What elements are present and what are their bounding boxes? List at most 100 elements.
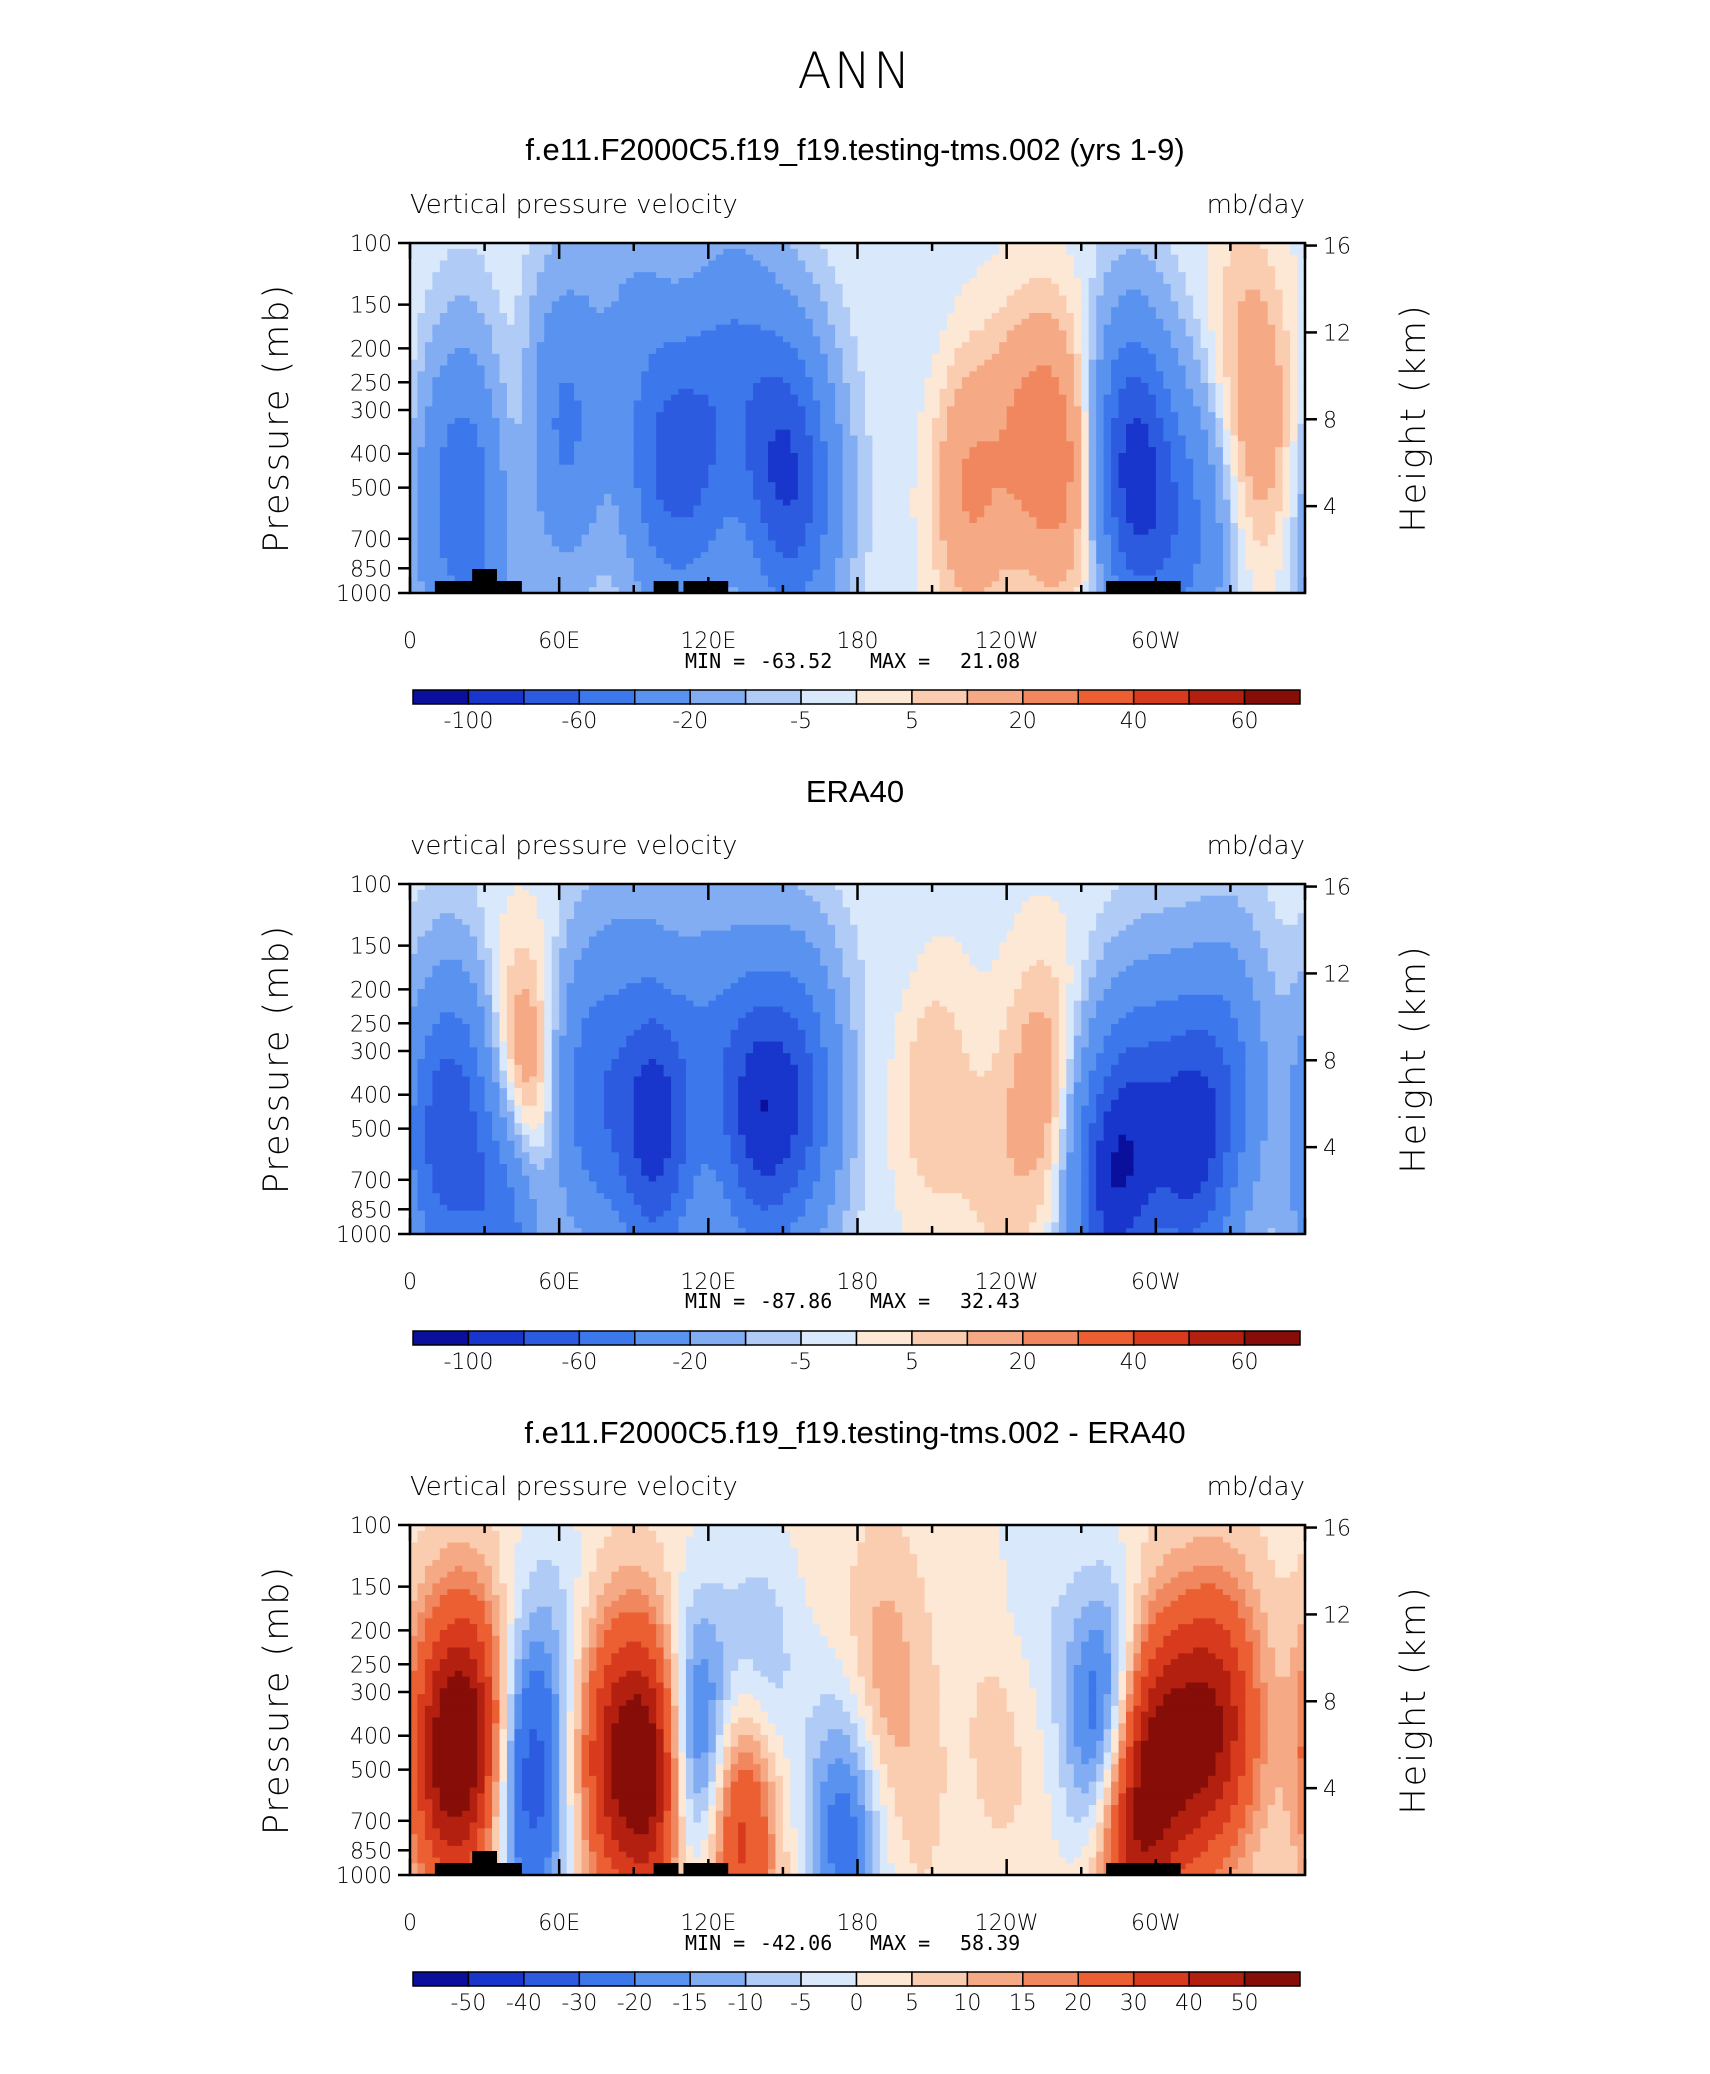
contour-band <box>991 1053 1015 1060</box>
contour-band <box>574 388 642 396</box>
contour-band <box>439 318 486 326</box>
contour-band <box>954 295 1008 302</box>
contour-band <box>894 1199 970 1206</box>
contour-band <box>1297 429 1305 437</box>
contour-band <box>506 383 523 390</box>
contour-band <box>1036 1210 1053 1218</box>
contour-band <box>536 1088 545 1095</box>
contour-band <box>581 400 635 407</box>
contour-band <box>864 1530 903 1538</box>
contour-band <box>1140 913 1254 920</box>
contour-band <box>1058 383 1075 390</box>
contour-band <box>1252 517 1276 524</box>
contour-band <box>1237 499 1246 507</box>
contour-band <box>1081 1076 1090 1083</box>
contour-band <box>1148 1536 1194 1544</box>
contour-band <box>760 1169 777 1177</box>
contour-band <box>417 1647 433 1654</box>
contour-band <box>559 1024 568 1031</box>
contour-band <box>1297 511 1305 518</box>
contour-band <box>1215 511 1232 518</box>
contour-band <box>499 1064 508 1072</box>
contour-band <box>551 243 791 250</box>
contour-band <box>536 1560 553 1567</box>
contour-band <box>1088 406 1097 413</box>
contour-band <box>1096 1111 1105 1118</box>
contour-band <box>559 1088 575 1095</box>
colorbar-box <box>855 689 913 705</box>
contour-band <box>932 1635 1023 1643</box>
contour-band <box>1252 983 1276 990</box>
contour-band <box>1215 441 1224 448</box>
contour-band <box>1230 470 1239 477</box>
contour-band <box>1043 1169 1053 1177</box>
contour-band <box>663 1635 672 1643</box>
contour-band <box>484 1094 501 1101</box>
contour-band <box>693 1525 784 1532</box>
contour-band <box>812 505 829 512</box>
contour-band <box>477 248 530 256</box>
contour-band <box>1088 1129 1105 1136</box>
contour-band <box>544 948 553 955</box>
contour-band <box>410 1041 426 1048</box>
colorbar-box <box>800 689 858 705</box>
contour-band <box>1260 1589 1305 1596</box>
contour-band <box>618 1565 642 1573</box>
contour-band <box>506 901 538 908</box>
contour-band <box>1282 371 1291 378</box>
contour-band <box>1088 1035 1105 1043</box>
contour-band <box>1058 1187 1067 1194</box>
contour-band <box>1006 488 1067 495</box>
contour-band <box>671 1647 680 1654</box>
contour-band <box>1260 936 1305 943</box>
contour-band <box>574 1140 612 1148</box>
contour-band <box>559 388 575 396</box>
contour-band <box>1096 534 1112 542</box>
contour-band <box>1275 523 1284 530</box>
contour-band <box>961 470 1075 477</box>
contour-band <box>1126 924 1254 932</box>
contour-band <box>693 1600 777 1608</box>
contour-band <box>410 546 419 553</box>
contour-band <box>1103 563 1112 571</box>
contour-band <box>1133 1140 1217 1148</box>
contour-band <box>1297 336 1305 343</box>
contour-band <box>596 575 612 582</box>
contour-band <box>1066 930 1090 938</box>
contour-band <box>477 301 501 308</box>
contour-band <box>544 1647 560 1654</box>
contour-band <box>909 1140 1008 1148</box>
contour-band <box>857 493 874 501</box>
contour-band <box>424 406 493 413</box>
contour-band <box>484 523 508 530</box>
contour-band <box>1215 1204 1232 1212</box>
contour-band <box>506 1618 516 1625</box>
contour-band <box>805 1035 821 1043</box>
contour-band <box>1103 511 1112 518</box>
contour-band <box>1088 552 1097 559</box>
contour-band <box>842 353 859 361</box>
contour-band <box>1081 1216 1090 1223</box>
contour-band <box>417 1175 433 1183</box>
contour-band <box>1096 453 1105 460</box>
contour-band <box>663 1606 672 1614</box>
contour-band <box>1006 1094 1053 1101</box>
contour-band <box>410 1641 419 1649</box>
contour-band <box>581 1571 590 1579</box>
contour-band <box>626 1187 680 1194</box>
contour-band <box>656 546 709 553</box>
contour-band <box>514 1187 530 1194</box>
contour-band <box>1073 336 1082 343</box>
contour-band <box>1222 283 1276 291</box>
contour-band <box>484 511 508 518</box>
contour-band <box>469 348 493 355</box>
contour-band <box>775 1169 799 1177</box>
contour-band <box>1245 1589 1261 1596</box>
contour-band <box>1230 388 1239 396</box>
contour-band <box>1073 1041 1090 1048</box>
contour-band <box>439 1630 478 1637</box>
contour-band <box>641 371 806 378</box>
contour-band <box>484 1589 493 1596</box>
contour-band <box>797 1094 814 1101</box>
contour-band <box>1058 1105 1067 1113</box>
